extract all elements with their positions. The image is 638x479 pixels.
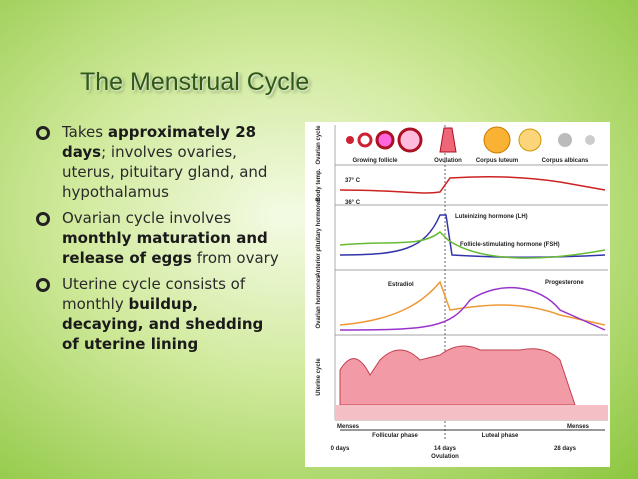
bullet-text: approximately 28 days xyxy=(62,123,257,161)
bullet-text: Takes xyxy=(62,123,108,141)
diagram-label: Ovulation xyxy=(431,454,459,460)
diagram-label: Uterine cycle xyxy=(316,358,322,396)
diagram-label: Ovarian hormones xyxy=(316,275,322,329)
bullet-text: Uterine cycle consists of monthly xyxy=(62,275,246,313)
diagram-label: Menses xyxy=(567,424,590,430)
bullet-text: monthly maturation and release of eggs xyxy=(62,229,268,267)
diagram-label: Growing follicle xyxy=(352,158,398,164)
diagram-label: Body temp. xyxy=(316,168,322,201)
bullet: Takes approximately 28 days; involves ov… xyxy=(30,122,282,202)
diagram-label: Luteal phase xyxy=(482,433,519,439)
diagram-label: Anterior pituitary hormones xyxy=(316,197,322,277)
diagram-label: Follicle-stimulating hormone (FSH) xyxy=(460,242,560,248)
diagram-label: Menses xyxy=(337,424,360,430)
diagram-label: Luteinizing hormone (LH) xyxy=(455,214,528,220)
diagram-label: 28 days xyxy=(554,446,577,452)
diagram-label: Estradiol xyxy=(388,282,414,288)
uterine-base xyxy=(335,405,608,420)
bullet-text: buildup, decaying, and shedding of uteri… xyxy=(62,295,264,353)
bullet-text: Ovarian cycle involves xyxy=(62,209,232,227)
bullet: Ovarian cycle involves monthly maturatio… xyxy=(30,208,282,268)
diagram-label: Corpus luteum xyxy=(476,158,518,164)
diagram-label: Ovarian cycle xyxy=(316,125,322,165)
diagram-label: Ovulation xyxy=(434,158,462,164)
uterine-lining xyxy=(339,345,576,406)
estradiol-curve xyxy=(339,280,606,326)
diagram-label: Progesterone xyxy=(545,280,584,286)
diagram-label: 14 days xyxy=(434,446,457,452)
diagram-label: 0 days xyxy=(331,446,350,452)
fsh-curve xyxy=(339,230,606,259)
progesterone-curve xyxy=(339,287,606,331)
bullet: Uterine cycle consists of monthly buildu… xyxy=(30,274,282,354)
bullet-text: ; involves ovaries, uterus, pituitary gl… xyxy=(62,143,268,201)
bullet-text: from ovary xyxy=(191,249,279,267)
diagram-label: Corpus albicans xyxy=(542,158,589,164)
slide-title: The Menstrual Cycle xyxy=(80,68,310,96)
diagram-label: 36° C xyxy=(345,200,361,206)
follicles xyxy=(346,126,595,154)
bullet-list: Takes approximately 28 days; involves ov… xyxy=(30,122,282,360)
temp-curve xyxy=(339,176,606,194)
diagram-label: 37° C xyxy=(345,178,361,184)
diagram-label: Follicular phase xyxy=(372,433,418,439)
